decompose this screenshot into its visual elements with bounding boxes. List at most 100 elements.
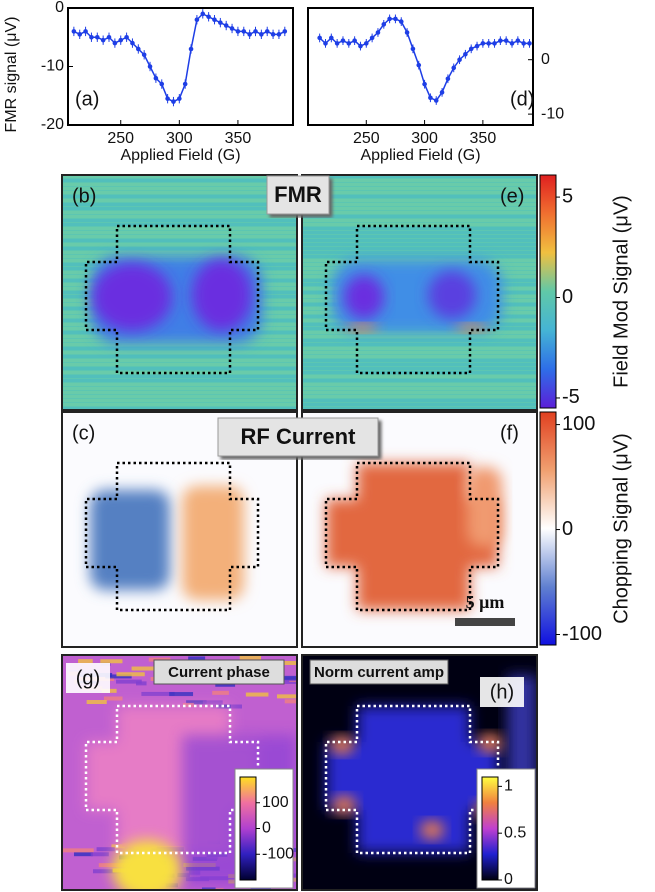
map-noise: [302, 351, 537, 354]
map-region: [326, 463, 498, 610]
line-chart: 250 300 350 0 -10 (d) Applied Field (G): [307, 7, 564, 164]
map-noise: [62, 367, 297, 370]
plot-frame: [307, 7, 534, 126]
map-noise: [302, 395, 537, 398]
colorbar: [481, 776, 499, 881]
data-point: [358, 43, 363, 49]
data-point: [428, 95, 433, 101]
colorbar-tick-label: 0: [504, 871, 513, 888]
map-noise: [62, 355, 297, 358]
map-noise: [62, 199, 297, 202]
map-noise: [302, 195, 537, 198]
map-noise: [62, 255, 297, 258]
data-point: [352, 38, 357, 43]
x-tick-label: 300: [411, 130, 438, 147]
data-point: [509, 41, 515, 46]
data-point: [276, 32, 282, 37]
data-point: [340, 38, 346, 43]
map-image: [302, 175, 537, 410]
panel-label-box: [480, 677, 524, 707]
map-hotspot: [420, 821, 444, 839]
data-line: [73, 12, 286, 103]
y-axis-label: FMR signal (μV): [3, 17, 20, 133]
map-region: [467, 467, 502, 547]
y-tick-label: 0: [541, 51, 550, 68]
panel-frame: [301, 411, 538, 648]
colorbar: [539, 411, 557, 646]
y-tick-label: -20: [41, 116, 64, 133]
map-noise: [302, 383, 537, 386]
map-noise: [302, 343, 537, 346]
map-noise: [302, 407, 537, 410]
data-point: [515, 38, 521, 43]
x-tick-label: 250: [353, 130, 380, 147]
map-noise: [302, 355, 537, 358]
data-point: [393, 16, 398, 22]
x-tick-label: 350: [225, 130, 252, 147]
y-tick-label: -10: [41, 58, 64, 75]
data-point: [171, 99, 176, 104]
map-noise: [302, 215, 537, 218]
data-point: [270, 32, 276, 37]
map-noise: [62, 395, 297, 398]
map-noise: [116, 679, 142, 684]
panel-frame: [61, 411, 298, 648]
map-noise: [131, 666, 162, 671]
row-title-box: [266, 175, 330, 215]
data-point: [416, 62, 422, 68]
panel-frame: [61, 174, 298, 411]
data-point: [282, 29, 288, 34]
map-noise: [302, 175, 537, 178]
colorbar-tick-label: 0: [562, 286, 573, 308]
map-noise: [62, 347, 297, 350]
map-noise: [302, 339, 537, 342]
x-tick-label: 250: [107, 130, 134, 147]
data-point: [159, 81, 165, 87]
panel-label: (e): [500, 185, 524, 207]
data-point: [165, 96, 170, 101]
map-noise: [302, 191, 537, 194]
map-noise: [62, 211, 297, 214]
data-point: [200, 11, 206, 17]
data-point: [89, 34, 94, 40]
sample-outline: [84, 224, 260, 375]
colorbar: [239, 776, 257, 881]
colorbar-tick-label: 100: [562, 413, 595, 435]
map-noise: [302, 379, 537, 382]
map-noise: [62, 179, 297, 182]
heatmap-row: Current phase (g) 100 0 -100 Norm current amp…: [61, 654, 538, 891]
map-noise: [302, 211, 537, 214]
row-title: FMR: [274, 182, 322, 207]
data-point: [474, 43, 480, 49]
x-tick-label: 300: [166, 130, 193, 147]
map-region: [92, 263, 172, 331]
y-tick-label: 0: [55, 0, 64, 16]
map-noise: [202, 700, 223, 705]
map-noise: [62, 387, 297, 390]
map-noise: [62, 363, 297, 366]
data-point: [463, 51, 468, 57]
map-noise: [62, 231, 297, 234]
map-noise: [62, 383, 297, 386]
map-region: [344, 275, 384, 319]
data-point: [229, 26, 235, 31]
data-point: [486, 41, 491, 46]
map-noise: [182, 702, 194, 707]
colorbar: [539, 174, 557, 409]
map-noise: [302, 255, 537, 258]
map-region: [428, 271, 476, 319]
map-noise: [62, 375, 297, 378]
colorbar-label: Chopping Signal (μV): [610, 433, 632, 624]
data-point: [527, 41, 532, 46]
map-noise: [62, 407, 297, 410]
data-point: [188, 46, 194, 52]
data-point: [218, 20, 223, 25]
map-noise: [62, 239, 297, 242]
map-noise: [302, 235, 537, 238]
x-tick-label: 350: [470, 130, 497, 147]
data-point: [182, 81, 188, 87]
colorbar-tick-label: 0: [562, 518, 573, 540]
map-hotspot: [332, 796, 356, 814]
sample-outline: [84, 461, 260, 612]
map-hotspot: [330, 736, 354, 754]
